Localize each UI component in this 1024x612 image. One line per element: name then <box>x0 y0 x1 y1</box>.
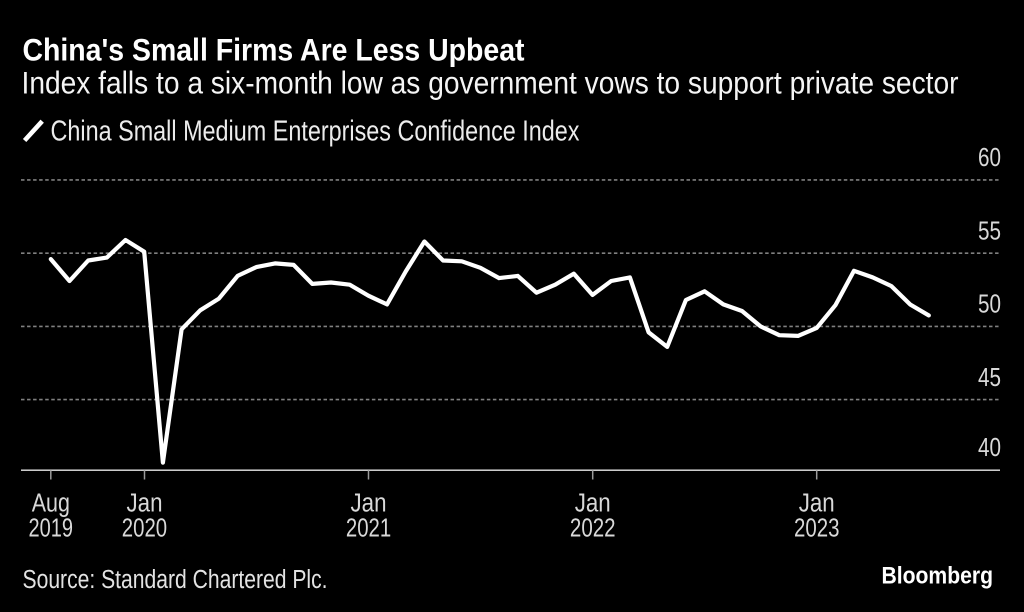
svg-text:2021: 2021 <box>346 515 391 543</box>
svg-text:China Small Medium Enterprises: China Small Medium Enterprises Confidenc… <box>51 116 580 148</box>
svg-text:Source: Standard Chartered Plc: Source: Standard Chartered Plc. <box>23 566 328 594</box>
svg-text:45: 45 <box>978 364 1001 392</box>
svg-text:Bloomberg: Bloomberg <box>882 562 994 589</box>
svg-text:Aug: Aug <box>32 490 70 518</box>
svg-text:2020: 2020 <box>122 515 167 543</box>
svg-text:50: 50 <box>978 291 1001 319</box>
svg-text:Jan: Jan <box>799 490 835 518</box>
svg-text:2022: 2022 <box>570 515 616 543</box>
svg-text:60: 60 <box>978 144 1001 172</box>
svg-text:Jan: Jan <box>127 490 163 518</box>
svg-text:55: 55 <box>978 217 1001 245</box>
svg-text:Jan: Jan <box>575 490 611 518</box>
svg-text:2023: 2023 <box>794 515 840 543</box>
svg-text:Jan: Jan <box>351 490 387 518</box>
svg-text:2019: 2019 <box>29 515 74 543</box>
svg-text:40: 40 <box>978 434 1001 462</box>
svg-text:Index falls to a six-month low: Index falls to a six-month low as govern… <box>22 65 959 101</box>
svg-text:China's Small Firms Are Less U: China's Small Firms Are Less Upbeat <box>23 32 525 68</box>
